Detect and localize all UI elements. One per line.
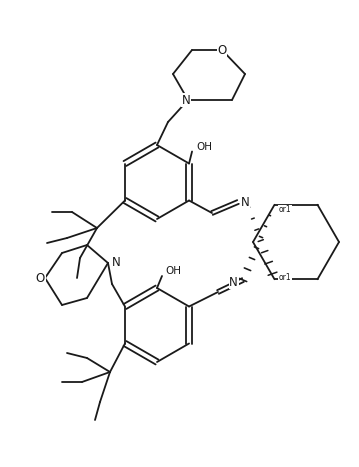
Text: N: N	[229, 276, 238, 289]
Text: O: O	[36, 271, 45, 284]
Text: N: N	[112, 256, 121, 269]
Text: N: N	[182, 93, 190, 106]
Text: or1: or1	[279, 205, 291, 214]
Text: or1: or1	[279, 273, 291, 282]
Text: O: O	[218, 43, 227, 57]
Text: OH: OH	[196, 142, 212, 151]
Text: OH: OH	[165, 266, 181, 276]
Text: N: N	[241, 196, 250, 208]
